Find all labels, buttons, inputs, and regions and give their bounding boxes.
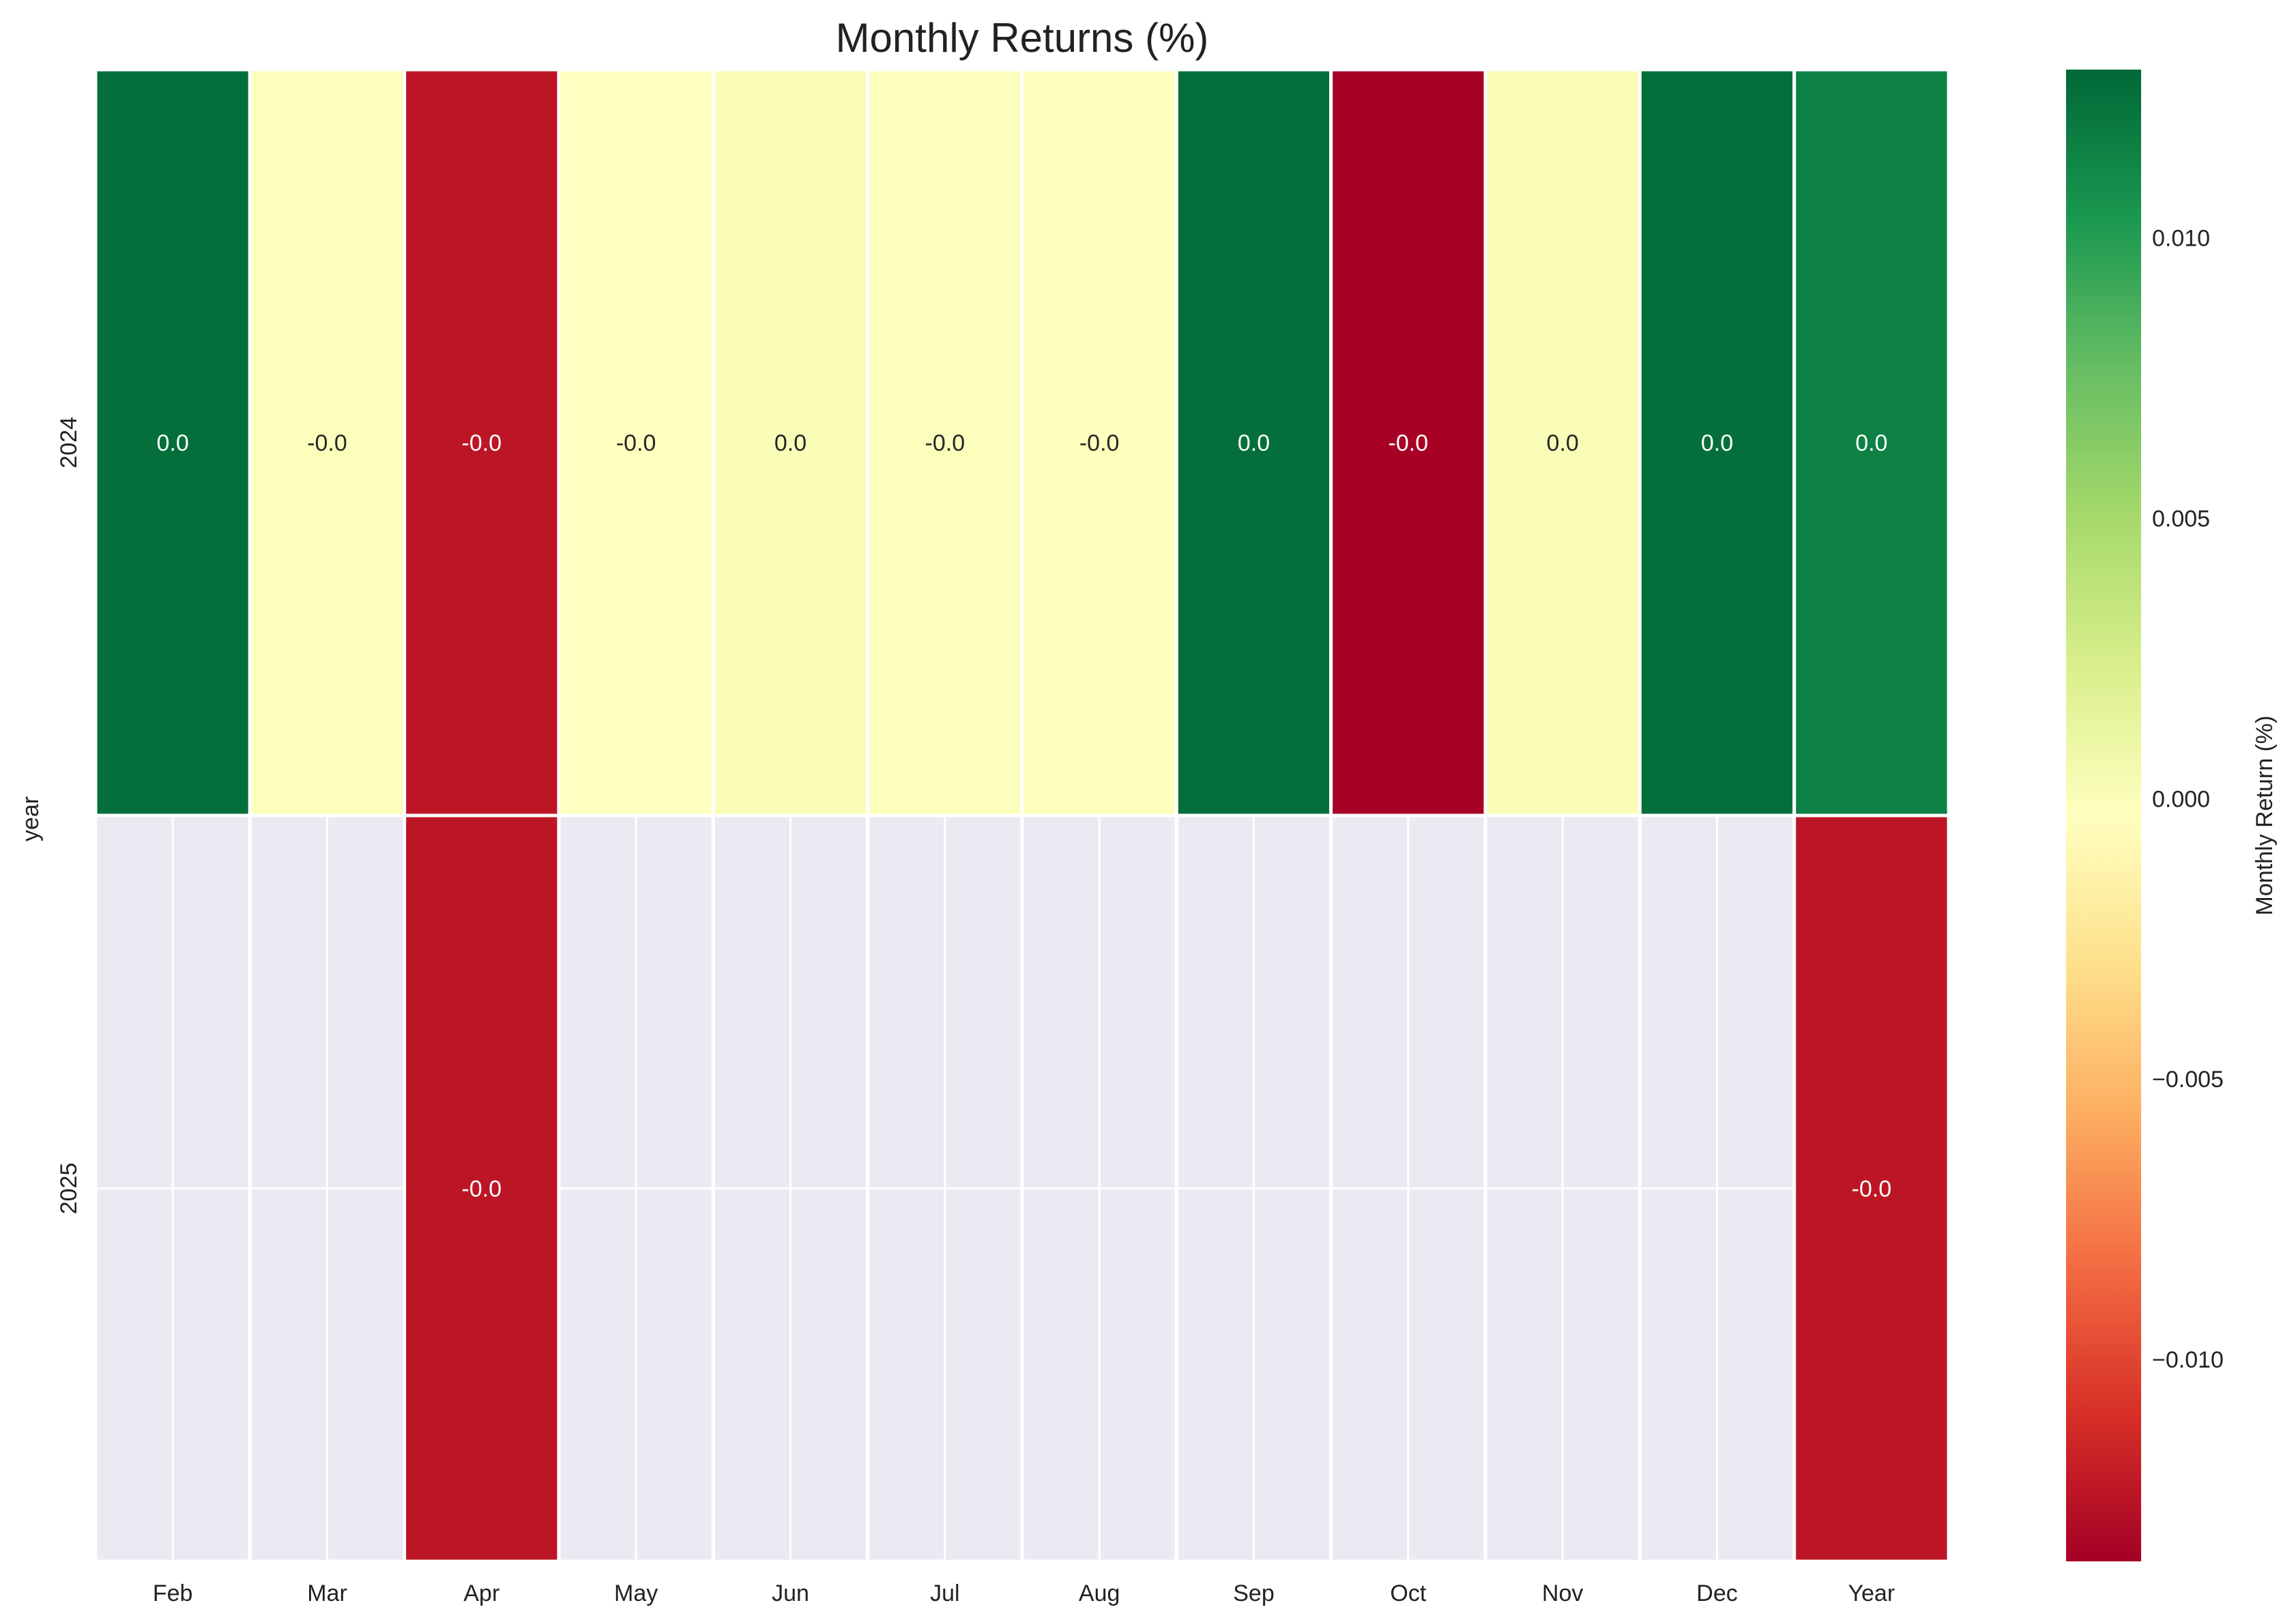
- colorbar-tick-label: 0.005: [2152, 506, 2210, 532]
- colorbar-tick-label: −0.010: [2152, 1347, 2224, 1373]
- heatmap-cell: [1329, 68, 1487, 818]
- heatmap-cell: [1638, 68, 1797, 818]
- x-tick-label: Sep: [1233, 1580, 1275, 1606]
- x-axis: Feb Mar Apr May Jun Jul Aug Sep Oct Nov Dec Year: [153, 1580, 1895, 1606]
- x-tick-label: Jul: [930, 1580, 959, 1606]
- colorbar-tick-label: 0.010: [2152, 226, 2210, 252]
- cell-value-label: -0.0: [925, 431, 965, 457]
- cell-value-label: -0.0: [307, 431, 347, 457]
- x-tick-label: Dec: [1696, 1580, 1737, 1606]
- heatmap-cell: [1792, 68, 1951, 818]
- cell-value-label: -0.0: [462, 1176, 502, 1202]
- colorbar-tick-label: 0.000: [2152, 786, 2210, 812]
- heatmap-cell: [403, 813, 561, 1563]
- x-tick-label: Oct: [1390, 1580, 1426, 1606]
- heatmap-cell: [1174, 68, 1333, 818]
- colorbar: 0.010 0.005 0.000 −0.005 −0.010 Monthly Retur…: [2066, 70, 2278, 1561]
- heatmap-cell: [1792, 813, 1951, 1563]
- cell-value-label: -0.0: [1852, 1176, 1892, 1202]
- cell-value-label: -0.0: [462, 431, 502, 457]
- chart-title: Monthly Returns (%): [836, 15, 1209, 61]
- x-tick-label: Apr: [463, 1580, 499, 1606]
- cell-value-label: 0.0: [774, 431, 806, 457]
- colorbar-label: Monthly Return (%): [2252, 716, 2278, 916]
- x-tick-label: Nov: [1542, 1580, 1583, 1606]
- colorbar-tick-label: −0.005: [2152, 1067, 2224, 1093]
- x-tick-label: Feb: [153, 1580, 193, 1606]
- cell-value-label: -0.0: [1079, 431, 1120, 457]
- heatmap-cell: [1020, 68, 1178, 818]
- x-tick-label: May: [614, 1580, 658, 1606]
- cell-value-label: 0.0: [157, 431, 189, 457]
- heatmap-cell: [93, 68, 252, 818]
- heatmap-cell: [248, 68, 407, 818]
- y-tick-label: 2024: [56, 417, 82, 469]
- y-tick-label: 2025: [56, 1163, 82, 1215]
- x-tick-label: Year: [1848, 1580, 1895, 1606]
- colorbar-gradient: [2066, 70, 2141, 1561]
- heatmap-cell: [866, 68, 1024, 818]
- x-tick-label: Mar: [307, 1580, 347, 1606]
- cell-value-label: -0.0: [1389, 431, 1429, 457]
- y-axis-label: year: [18, 796, 44, 841]
- heatmap-cell: [403, 68, 561, 818]
- cell-value-label: -0.0: [616, 431, 656, 457]
- cell-value-label: 0.0: [1238, 431, 1270, 457]
- cell-value-label: 0.0: [1855, 431, 1887, 457]
- x-tick-label: Aug: [1079, 1580, 1120, 1606]
- plot-area: 0.0 -0.0 -0.0 -0.0 0.0 -0.0 -0.0 0.0 -0.0 0.0 0.0 0…: [93, 68, 1951, 1563]
- cell-value-label: 0.0: [1701, 431, 1733, 457]
- y-axis: 2024 2025: [56, 417, 82, 1215]
- x-tick-label: Jun: [772, 1580, 809, 1606]
- cell-value-label: 0.0: [1547, 431, 1579, 457]
